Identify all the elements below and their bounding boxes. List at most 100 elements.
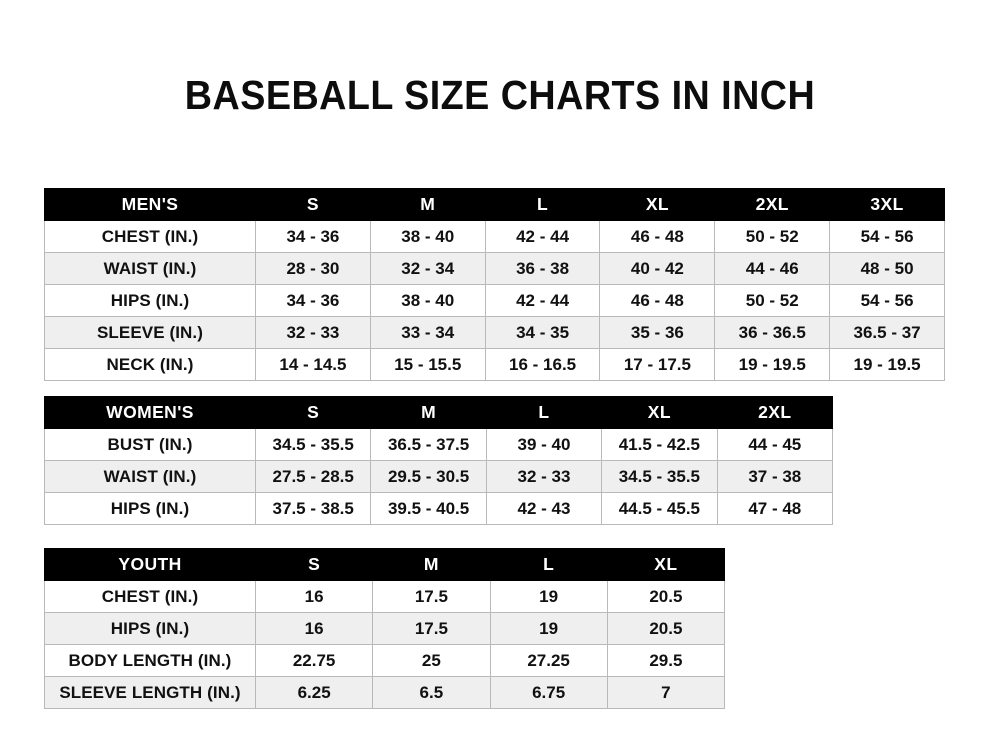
measurement-cell: 54 - 56 (829, 220, 945, 253)
measurement-cell: 48 - 50 (829, 252, 945, 285)
mens-row-label: WAIST (IN.) (44, 252, 256, 285)
measurement-cell: 34.5 - 35.5 (254, 428, 372, 461)
mens-size-header-xl: XL (599, 188, 716, 221)
measurement-cell: 17.5 (372, 580, 491, 613)
womens-size-header-l: L (485, 396, 603, 429)
page-title: BASEBALL SIZE CHARTS IN INCH (184, 72, 816, 118)
measurement-cell: 16 (254, 612, 374, 645)
youth-size-header-s: S (254, 548, 374, 581)
measurement-cell: 6.75 (489, 676, 608, 709)
youth-size-header-l: L (489, 548, 608, 581)
measurement-cell: 39.5 - 40.5 (370, 492, 487, 525)
measurement-cell: 50 - 52 (714, 220, 831, 253)
measurement-cell: 42 - 44 (484, 220, 601, 253)
womens-corner-header: WOMEN'S (44, 396, 256, 429)
table-row: CHEST (IN.) 16 17.5 19 20.5 (44, 580, 726, 613)
measurement-cell: 6.5 (372, 676, 491, 709)
table-row: HIPS (IN.) 37.5 - 38.5 39.5 - 40.5 42 - 43 4… (44, 492, 834, 525)
measurement-cell: 42 - 44 (484, 284, 601, 317)
mens-table-body: CHEST (IN.) 34 - 36 38 - 40 42 - 44 46 - 48 5… (44, 220, 945, 381)
youth-table-body: CHEST (IN.) 16 17.5 19 20.5 HIPS (IN.) 16 17.5 1… (44, 580, 726, 709)
measurement-cell: 36 - 38 (484, 252, 601, 285)
measurement-cell: 36 - 36.5 (714, 316, 831, 349)
measurement-cell: 37 - 38 (716, 460, 834, 493)
womens-size-header-xl: XL (601, 396, 718, 429)
measurement-cell: 19 - 19.5 (829, 348, 945, 381)
measurement-cell: 46 - 48 (599, 284, 716, 317)
mens-row-label: SLEEVE (IN.) (44, 316, 256, 349)
measurement-cell: 47 - 48 (716, 492, 834, 525)
measurement-cell: 32 - 34 (369, 252, 486, 285)
mens-row-label: CHEST (IN.) (44, 220, 256, 253)
measurement-cell: 34 - 36 (255, 220, 371, 253)
womens-row-label: BUST (IN.) (44, 428, 256, 461)
mens-size-header-m: M (369, 188, 486, 221)
measurement-cell: 25 (372, 644, 491, 677)
youth-table-head: YOUTH S M L XL (44, 548, 726, 581)
measurement-cell: 32 - 33 (255, 316, 371, 349)
table-row: SLEEVE LENGTH (IN.) 6.25 6.5 6.75 7 (44, 676, 726, 709)
measurement-cell: 35 - 36 (599, 316, 716, 349)
measurement-cell: 38 - 40 (369, 220, 486, 253)
womens-row-label: WAIST (IN.) (44, 460, 256, 493)
measurement-cell: 7 (606, 676, 726, 709)
measurement-cell: 19 - 19.5 (714, 348, 831, 381)
measurement-cell: 37.5 - 38.5 (254, 492, 372, 525)
mens-table-head: MEN'S S M L XL 2XL 3XL (44, 188, 945, 221)
measurement-cell: 29.5 (606, 644, 726, 677)
measurement-cell: 36.5 - 37.5 (370, 428, 487, 461)
womens-table-head: WOMEN'S S M L XL 2XL (44, 396, 834, 429)
mens-size-header-s: S (255, 188, 371, 221)
measurement-cell: 27.5 - 28.5 (254, 460, 372, 493)
table-row: BUST (IN.) 34.5 - 35.5 36.5 - 37.5 39 - 40 4… (44, 428, 834, 461)
measurement-cell: 33 - 34 (369, 316, 486, 349)
youth-header-row: YOUTH S M L XL (44, 548, 726, 581)
measurement-cell: 22.75 (254, 644, 374, 677)
measurement-cell: 19 (489, 612, 608, 645)
mens-size-header-2xl: 2XL (714, 188, 831, 221)
mens-row-label: NECK (IN.) (44, 348, 256, 381)
youth-size-header-xl: XL (606, 548, 726, 581)
youth-corner-header: YOUTH (44, 548, 256, 581)
measurement-cell: 44 - 45 (716, 428, 834, 461)
mens-size-header-3xl: 3XL (829, 188, 945, 221)
measurement-cell: 42 - 43 (485, 492, 603, 525)
measurement-cell: 50 - 52 (714, 284, 831, 317)
measurement-cell: 39 - 40 (485, 428, 603, 461)
womens-size-header-2xl: 2XL (716, 396, 834, 429)
measurement-cell: 34 - 35 (484, 316, 601, 349)
womens-row-label: HIPS (IN.) (44, 492, 256, 525)
table-row: WAIST (IN.) 27.5 - 28.5 29.5 - 30.5 32 - 33… (44, 460, 834, 493)
youth-row-label: BODY LENGTH (IN.) (44, 644, 256, 677)
womens-table-body: BUST (IN.) 34.5 - 35.5 36.5 - 37.5 39 - 40 4… (44, 428, 834, 525)
youth-row-label: CHEST (IN.) (44, 580, 256, 613)
mens-row-label: HIPS (IN.) (44, 284, 256, 317)
table-row: SLEEVE (IN.) 32 - 33 33 - 34 34 - 35 35 - 36… (44, 316, 945, 349)
table-row: CHEST (IN.) 34 - 36 38 - 40 42 - 44 46 - 48 5… (44, 220, 945, 253)
mens-header-row: MEN'S S M L XL 2XL 3XL (44, 188, 945, 221)
womens-size-table: WOMEN'S S M L XL 2XL BUST (IN.) 34.5 - 35.5 36… (44, 396, 834, 525)
youth-size-header-m: M (372, 548, 491, 581)
womens-size-header-s: S (254, 396, 372, 429)
table-row: WAIST (IN.) 28 - 30 32 - 34 36 - 38 40 - 42 4… (44, 252, 945, 285)
measurement-cell: 20.5 (606, 580, 726, 613)
table-row: NECK (IN.) 14 - 14.5 15 - 15.5 16 - 16.5 17 … (44, 348, 945, 381)
measurement-cell: 44 - 46 (714, 252, 831, 285)
measurement-cell: 20.5 (606, 612, 726, 645)
measurement-cell: 36.5 - 37 (829, 316, 945, 349)
measurement-cell: 46 - 48 (599, 220, 716, 253)
measurement-cell: 6.25 (254, 676, 374, 709)
womens-header-row: WOMEN'S S M L XL 2XL (44, 396, 834, 429)
measurement-cell: 54 - 56 (829, 284, 945, 317)
measurement-cell: 15 - 15.5 (369, 348, 486, 381)
measurement-cell: 32 - 33 (485, 460, 603, 493)
mens-size-header-l: L (484, 188, 601, 221)
measurement-cell: 40 - 42 (599, 252, 716, 285)
youth-size-table: YOUTH S M L XL CHEST (IN.) 16 17.5 19 20.5 HIPS … (44, 548, 726, 709)
measurement-cell: 44.5 - 45.5 (601, 492, 718, 525)
measurement-cell: 34 - 36 (255, 284, 371, 317)
measurement-cell: 16 - 16.5 (484, 348, 601, 381)
measurement-cell: 17.5 (372, 612, 491, 645)
measurement-cell: 19 (489, 580, 608, 613)
